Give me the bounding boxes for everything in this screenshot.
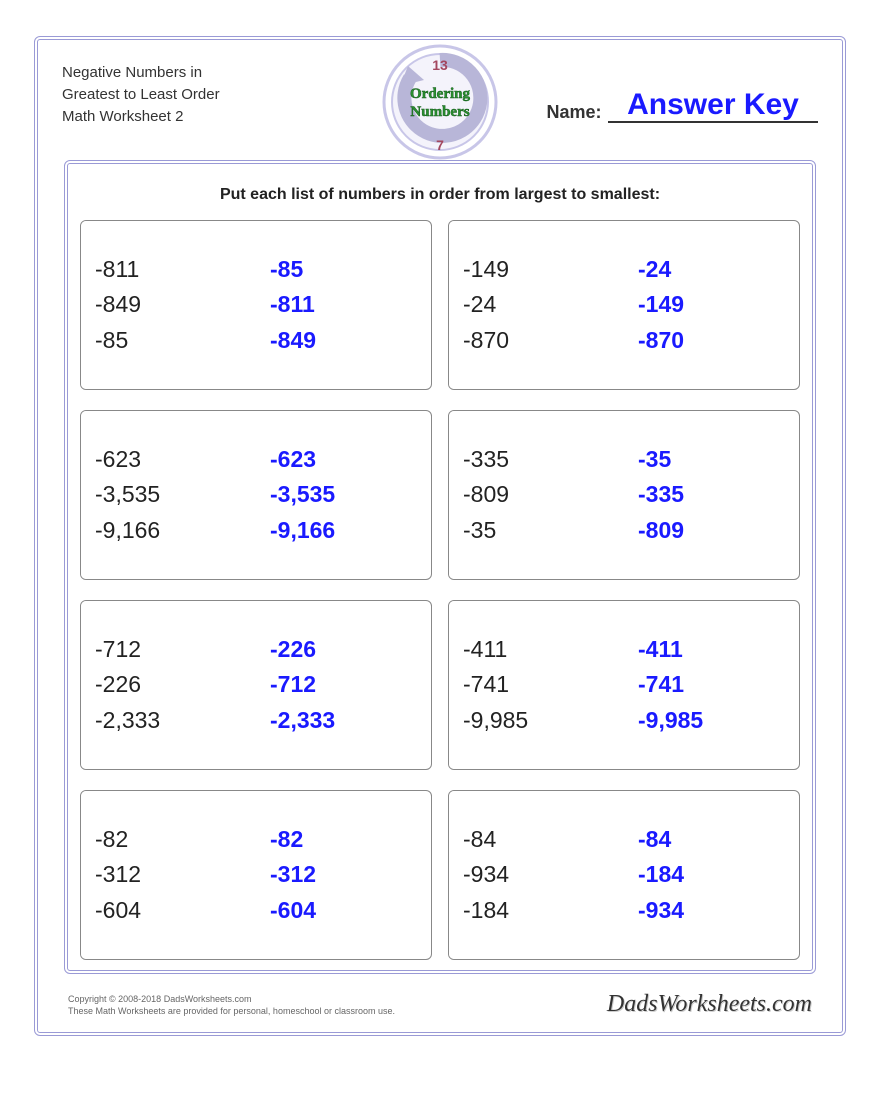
- answer-column: -85-811-849: [256, 221, 431, 389]
- problem-cell: -712-226-2,333-226-712-2,333: [80, 600, 432, 770]
- copyright-text: Copyright © 2008-2018 DadsWorksheets.com: [68, 993, 395, 1006]
- answer-number: -809: [638, 513, 785, 549]
- given-number: -149: [463, 252, 610, 288]
- title-line-1: Negative Numbers in: [62, 62, 220, 84]
- problem-cell: -811-849-85-85-811-849: [80, 220, 432, 390]
- header: Negative Numbers in Greatest to Least Or…: [38, 40, 842, 160]
- answer-number: -934: [638, 893, 785, 929]
- given-column: -811-849-85: [81, 221, 256, 389]
- answer-number: -3,535: [270, 477, 417, 513]
- given-number: -312: [95, 857, 242, 893]
- page-border: Negative Numbers in Greatest to Least Or…: [34, 36, 846, 1036]
- answer-number: -849: [270, 323, 417, 359]
- footer-left: Copyright © 2008-2018 DadsWorksheets.com…: [68, 993, 395, 1018]
- given-number: -849: [95, 287, 242, 323]
- answer-number: -623: [270, 442, 417, 478]
- given-number: -9,166: [95, 513, 242, 549]
- answer-number: -312: [270, 857, 417, 893]
- given-number: -811: [95, 252, 242, 288]
- answer-column: -226-712-2,333: [256, 601, 431, 769]
- answer-column: -24-149-870: [624, 221, 799, 389]
- answer-number: -84: [638, 822, 785, 858]
- logo-bottom-num: 7: [436, 137, 444, 153]
- given-column: -84-934-184: [449, 791, 624, 959]
- given-number: -24: [463, 287, 610, 323]
- given-number: -3,535: [95, 477, 242, 513]
- answer-number: -184: [638, 857, 785, 893]
- given-column: -411-741-9,985: [449, 601, 624, 769]
- problem-cell: -623-3,535-9,166-623-3,535-9,166: [80, 410, 432, 580]
- given-number: -934: [463, 857, 610, 893]
- given-number: -411: [463, 632, 610, 668]
- answer-number: -741: [638, 667, 785, 703]
- answer-column: -35-335-809: [624, 411, 799, 579]
- answer-number: -712: [270, 667, 417, 703]
- given-number: -741: [463, 667, 610, 703]
- given-number: -604: [95, 893, 242, 929]
- answer-number: -35: [638, 442, 785, 478]
- problem-cell: -84-934-184-84-184-934: [448, 790, 800, 960]
- given-number: -84: [463, 822, 610, 858]
- given-number: -809: [463, 477, 610, 513]
- answer-number: -9,985: [638, 703, 785, 739]
- answer-column: -82-312-604: [256, 791, 431, 959]
- disclaimer-text: These Math Worksheets are provided for p…: [68, 1005, 395, 1018]
- logo-label-1: Ordering: [410, 86, 470, 102]
- answer-number: -870: [638, 323, 785, 359]
- answer-number: -149: [638, 287, 785, 323]
- answer-number: -411: [638, 632, 785, 668]
- given-column: -82-312-604: [81, 791, 256, 959]
- problem-cell: -335-809-35-35-335-809: [448, 410, 800, 580]
- logo-label-2: Numbers: [410, 104, 469, 120]
- title-line-3: Math Worksheet 2: [62, 106, 220, 128]
- logo-top-num: 13: [432, 57, 448, 73]
- title-line-2: Greatest to Least Order: [62, 84, 220, 106]
- answer-column: -623-3,535-9,166: [256, 411, 431, 579]
- given-number: -712: [95, 632, 242, 668]
- name-block: Name: Answer Key: [547, 62, 818, 123]
- answer-column: -411-741-9,985: [624, 601, 799, 769]
- given-number: -35: [463, 513, 610, 549]
- given-column: -335-809-35: [449, 411, 624, 579]
- given-column: -623-3,535-9,166: [81, 411, 256, 579]
- answer-number: -82: [270, 822, 417, 858]
- given-number: -870: [463, 323, 610, 359]
- footer: Copyright © 2008-2018 DadsWorksheets.com…: [68, 991, 812, 1018]
- answer-number: -811: [270, 287, 417, 323]
- brand-text: DadsWorksheets.com: [607, 991, 812, 1018]
- given-number: -623: [95, 442, 242, 478]
- answer-number: -24: [638, 252, 785, 288]
- problem-cell: -82-312-604-82-312-604: [80, 790, 432, 960]
- problem-cell: -149-24-870-24-149-870: [448, 220, 800, 390]
- worksheet-title: Negative Numbers in Greatest to Least Or…: [62, 62, 220, 127]
- answer-number: -9,166: [270, 513, 417, 549]
- name-label: Name:: [547, 102, 602, 123]
- answer-key-text: Answer Key: [608, 88, 818, 123]
- problem-grid: -811-849-85-85-811-849-149-24-870-24-149…: [80, 220, 800, 960]
- given-number: -335: [463, 442, 610, 478]
- answer-column: -84-184-934: [624, 791, 799, 959]
- answer-number: -604: [270, 893, 417, 929]
- given-number: -85: [95, 323, 242, 359]
- problem-cell: -411-741-9,985-411-741-9,985: [448, 600, 800, 770]
- answer-number: -335: [638, 477, 785, 513]
- answer-number: -85: [270, 252, 417, 288]
- logo-badge: 13 7 Ordering Numbers: [380, 42, 500, 162]
- given-number: -82: [95, 822, 242, 858]
- given-number: -2,333: [95, 703, 242, 739]
- given-number: -9,985: [463, 703, 610, 739]
- given-column: -712-226-2,333: [81, 601, 256, 769]
- instruction-text: Put each list of numbers in order from l…: [80, 186, 800, 204]
- answer-number: -2,333: [270, 703, 417, 739]
- answer-number: -226: [270, 632, 417, 668]
- content-box: Put each list of numbers in order from l…: [64, 160, 816, 974]
- given-column: -149-24-870: [449, 221, 624, 389]
- given-number: -184: [463, 893, 610, 929]
- given-number: -226: [95, 667, 242, 703]
